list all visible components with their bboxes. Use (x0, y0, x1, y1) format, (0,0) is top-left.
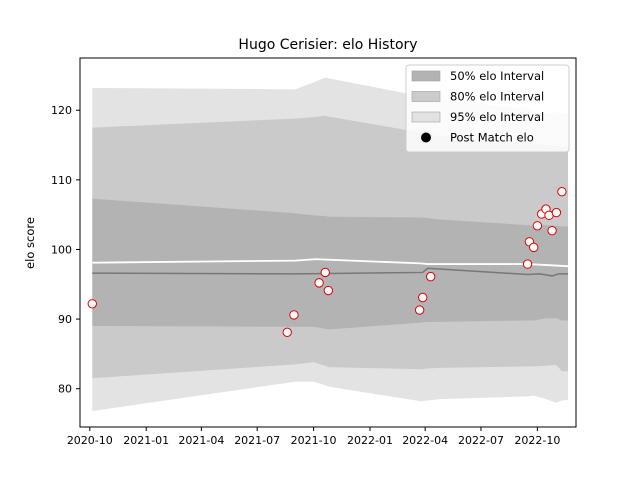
y-axis: 80 90 100 110 120 (51, 104, 80, 396)
post-match-elo-point (87, 299, 97, 309)
x-tick-label: 2022-04 (402, 434, 448, 447)
legend-label: 95% elo Interval (450, 110, 544, 124)
x-tick-label: 2022-01 (347, 434, 393, 447)
band-95-interval (92, 77, 569, 411)
chart-title: Hugo Cerisier: elo History (238, 37, 417, 53)
y-tick-label: 110 (51, 174, 72, 187)
x-tick-label: 2020-10 (67, 434, 113, 447)
x-axis: 2020-10 2021-01 2021-04 2021-07 2021-10 2022-… (67, 427, 560, 447)
post-match-elo-point (532, 221, 543, 231)
post-match-elo-point (522, 259, 533, 269)
post-match-elo-point (414, 305, 425, 315)
y-tick-label: 100 (51, 243, 72, 256)
y-tick-label: 120 (51, 104, 72, 117)
post-match-elo-point (314, 278, 324, 288)
interval-bands (92, 77, 569, 411)
x-tick-label: 2022-10 (514, 434, 560, 447)
post-match-elo-point (551, 207, 562, 218)
legend-label: 50% elo Interval (450, 69, 544, 83)
legend-swatch (411, 70, 441, 82)
x-tick-label: 2021-01 (123, 434, 169, 447)
post-match-elo-point (557, 186, 567, 197)
post-match-elo-point (320, 267, 330, 278)
legend-label: 80% elo Interval (450, 90, 544, 104)
band-50-interval (92, 198, 569, 330)
legend-label: Post Match elo (450, 131, 534, 145)
x-tick-label: 2021-07 (234, 434, 280, 447)
post-match-elo-point (323, 285, 334, 296)
y-axis-label: elo score (23, 217, 37, 269)
band-80-interval (92, 115, 569, 379)
y-tick-label: 80 (58, 383, 72, 396)
post-match-elo-point (282, 327, 292, 338)
post-match-elo-point (547, 225, 557, 236)
plot-frame (79, 57, 577, 428)
y-tick-label: 90 (58, 313, 72, 326)
post-match-points (87, 186, 567, 338)
legend-swatch (411, 111, 441, 123)
x-tick-label: 2022-07 (458, 434, 504, 447)
x-tick-label: 2021-04 (178, 434, 224, 447)
post-match-elo-point (529, 242, 539, 253)
median-elo-line (92, 267, 569, 277)
post-match-elo-point (289, 310, 299, 320)
post-match-elo-point (425, 271, 436, 282)
legend-box (405, 64, 570, 153)
x-tick-label: 2021-10 (291, 434, 337, 447)
legend-swatch (411, 91, 441, 102)
post-match-elo-point (418, 292, 428, 303)
legend: 50% elo Interval 80% elo Interval 95% elo … (405, 64, 570, 153)
legend-marker (421, 132, 431, 143)
